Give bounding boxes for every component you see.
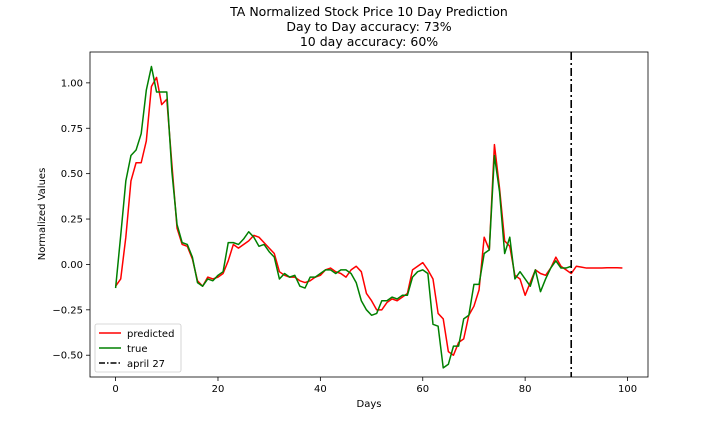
x-axis-ticks: 0 20 40 60 80 100: [112, 377, 637, 395]
x-tick-label: 100: [618, 384, 637, 395]
series-line-true: [114, 65, 572, 369]
x-axis-label: Days: [357, 399, 382, 410]
y-tick-label: 0.00: [61, 260, 83, 271]
y-tick-label: 0.75: [61, 124, 83, 135]
x-tick-label: 40: [314, 384, 327, 395]
y-tick-label: 0.50: [61, 169, 83, 180]
chart-title: TA Normalized Stock Price 10 Day Predict…: [229, 4, 508, 49]
x-tick-label: 0: [112, 384, 118, 395]
legend-label-predicted: predicted: [127, 329, 174, 340]
plot-area: [114, 52, 623, 377]
y-tick-label: 1.00: [61, 78, 83, 89]
x-tick-label: 60: [416, 384, 429, 395]
y-tick-label: 0.25: [61, 215, 83, 226]
title-line-3: 10 day accuracy: 60%: [300, 34, 438, 49]
y-tick-label: −0.25: [52, 305, 83, 316]
y-tick-label: −0.50: [52, 351, 83, 362]
title-line-1: TA Normalized Stock Price 10 Day Predict…: [229, 4, 508, 19]
legend-label-vline: april 27: [127, 359, 165, 370]
x-tick-label: 20: [212, 384, 225, 395]
y-axis-ticks: −0.50 −0.25 0.00 0.25 0.50 0.75 1.00: [52, 78, 90, 362]
x-tick-label: 80: [519, 384, 532, 395]
y-axis-label: Normalized Values: [37, 168, 48, 261]
legend-label-true: true: [127, 344, 148, 355]
title-line-2: Day to Day accuracy: 73%: [286, 19, 451, 34]
legend-box: [94, 323, 182, 373]
legend: predicted true april 27: [94, 323, 182, 373]
axes-frame: [89, 51, 649, 378]
